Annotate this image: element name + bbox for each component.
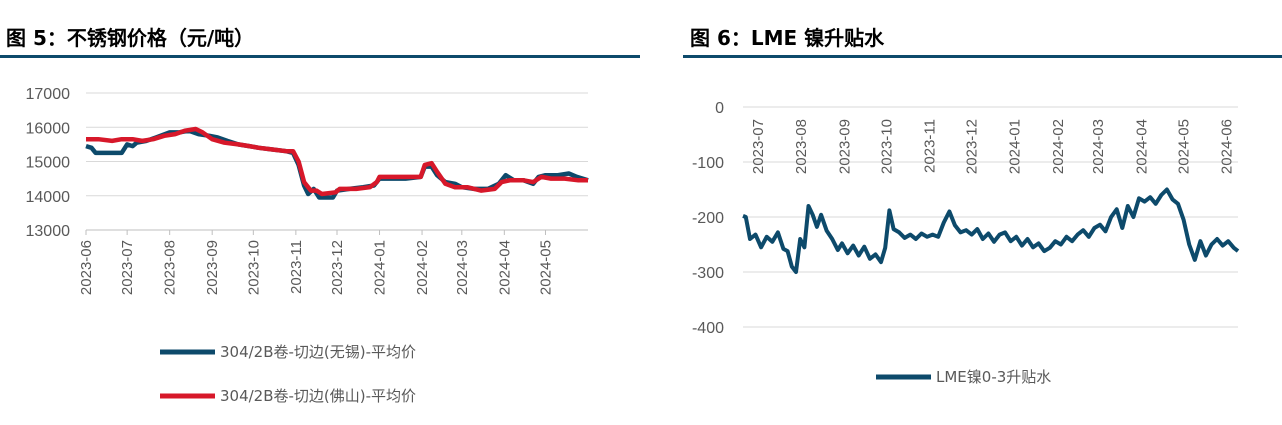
series-line <box>742 187 1240 274</box>
x-tick-label: 2023-12 <box>329 240 346 295</box>
left-figure-title: 图 5：不锈钢价格（元/吨） <box>6 26 255 50</box>
right-title-rule <box>683 55 1282 58</box>
x-tick-label: 2024-01 <box>1007 119 1024 174</box>
x-tick-label: 2023-09 <box>204 240 221 295</box>
x-tick-label: 2023-06 <box>78 240 95 295</box>
x-tick-label: 2023-10 <box>245 240 262 295</box>
x-tick-label: 2024-04 <box>1133 119 1150 174</box>
series-line <box>85 128 589 200</box>
series-line <box>86 126 588 197</box>
x-tick-label: 2023-11 <box>922 119 939 173</box>
x-tick-label: 2024-04 <box>496 240 513 295</box>
x-tick-label: 2024-01 <box>372 240 389 295</box>
stainless-price-chart: 13000 14000 15000 16000 17000 2023-06 2023-07 2… <box>26 86 589 405</box>
x-tick-label: 2023-08 <box>162 240 179 295</box>
right-figure-title: 图 6：LME 镍升贴水 <box>690 26 885 50</box>
x-tick-label: 2024-03 <box>1090 119 1107 174</box>
y-tick-label: 0 <box>715 100 724 117</box>
x-tick-label: 2023-07 <box>119 240 136 295</box>
y-tick-label: 17000 <box>26 86 71 103</box>
x-tick-label: 2024-02 <box>414 240 431 295</box>
x-tick-label: 2024-06 <box>1219 119 1236 174</box>
y-tick-label: 15000 <box>26 155 71 172</box>
legend-label: 304/2B卷-切边(佛山)-平均价 <box>220 387 416 405</box>
y-tick-label: 13000 <box>26 223 71 240</box>
y-tick-label: 16000 <box>26 120 71 137</box>
x-tick-label: 2023-10 <box>878 119 895 174</box>
x-tick-label: 2023-07 <box>750 119 767 174</box>
y-tick-label: -300 <box>692 265 724 282</box>
legend-label: 304/2B卷-切边(无锡)-平均价 <box>220 343 416 361</box>
lme-premium-chart: 0 -100 -200 -300 -400 2023-07 2023-08 2023-09 20… <box>692 100 1240 386</box>
legend-label: LME镍0-3升贴水 <box>936 368 1051 386</box>
x-tick-label: 2024-05 <box>537 240 554 295</box>
x-tick-label: 2023-11 <box>288 240 305 294</box>
y-tick-label: -200 <box>692 210 724 227</box>
x-tick-label: 2024-02 <box>1050 119 1067 174</box>
x-tick-label: 2024-05 <box>1175 119 1192 174</box>
x-tick-label: 2023-12 <box>963 119 980 174</box>
x-tick-label: 2023-09 <box>836 119 853 174</box>
y-tick-label: -400 <box>692 320 724 337</box>
y-tick-label: -100 <box>692 155 724 172</box>
x-tick-label: 2023-08 <box>793 119 810 174</box>
x-tick-label: 2024-03 <box>454 240 471 295</box>
left-title-rule <box>0 55 640 58</box>
y-tick-label: 14000 <box>26 189 71 206</box>
